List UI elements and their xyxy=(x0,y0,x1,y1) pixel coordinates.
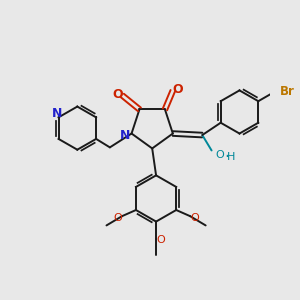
Text: ·: · xyxy=(224,148,230,166)
Text: N: N xyxy=(52,107,62,120)
Text: O: O xyxy=(190,213,199,223)
Text: O: O xyxy=(112,88,123,100)
Text: O: O xyxy=(215,150,224,160)
Text: O: O xyxy=(113,213,122,223)
Text: H: H xyxy=(227,152,235,162)
Text: N: N xyxy=(120,129,130,142)
Text: Br: Br xyxy=(280,85,294,98)
Text: O: O xyxy=(172,83,183,96)
Text: O: O xyxy=(156,235,165,245)
